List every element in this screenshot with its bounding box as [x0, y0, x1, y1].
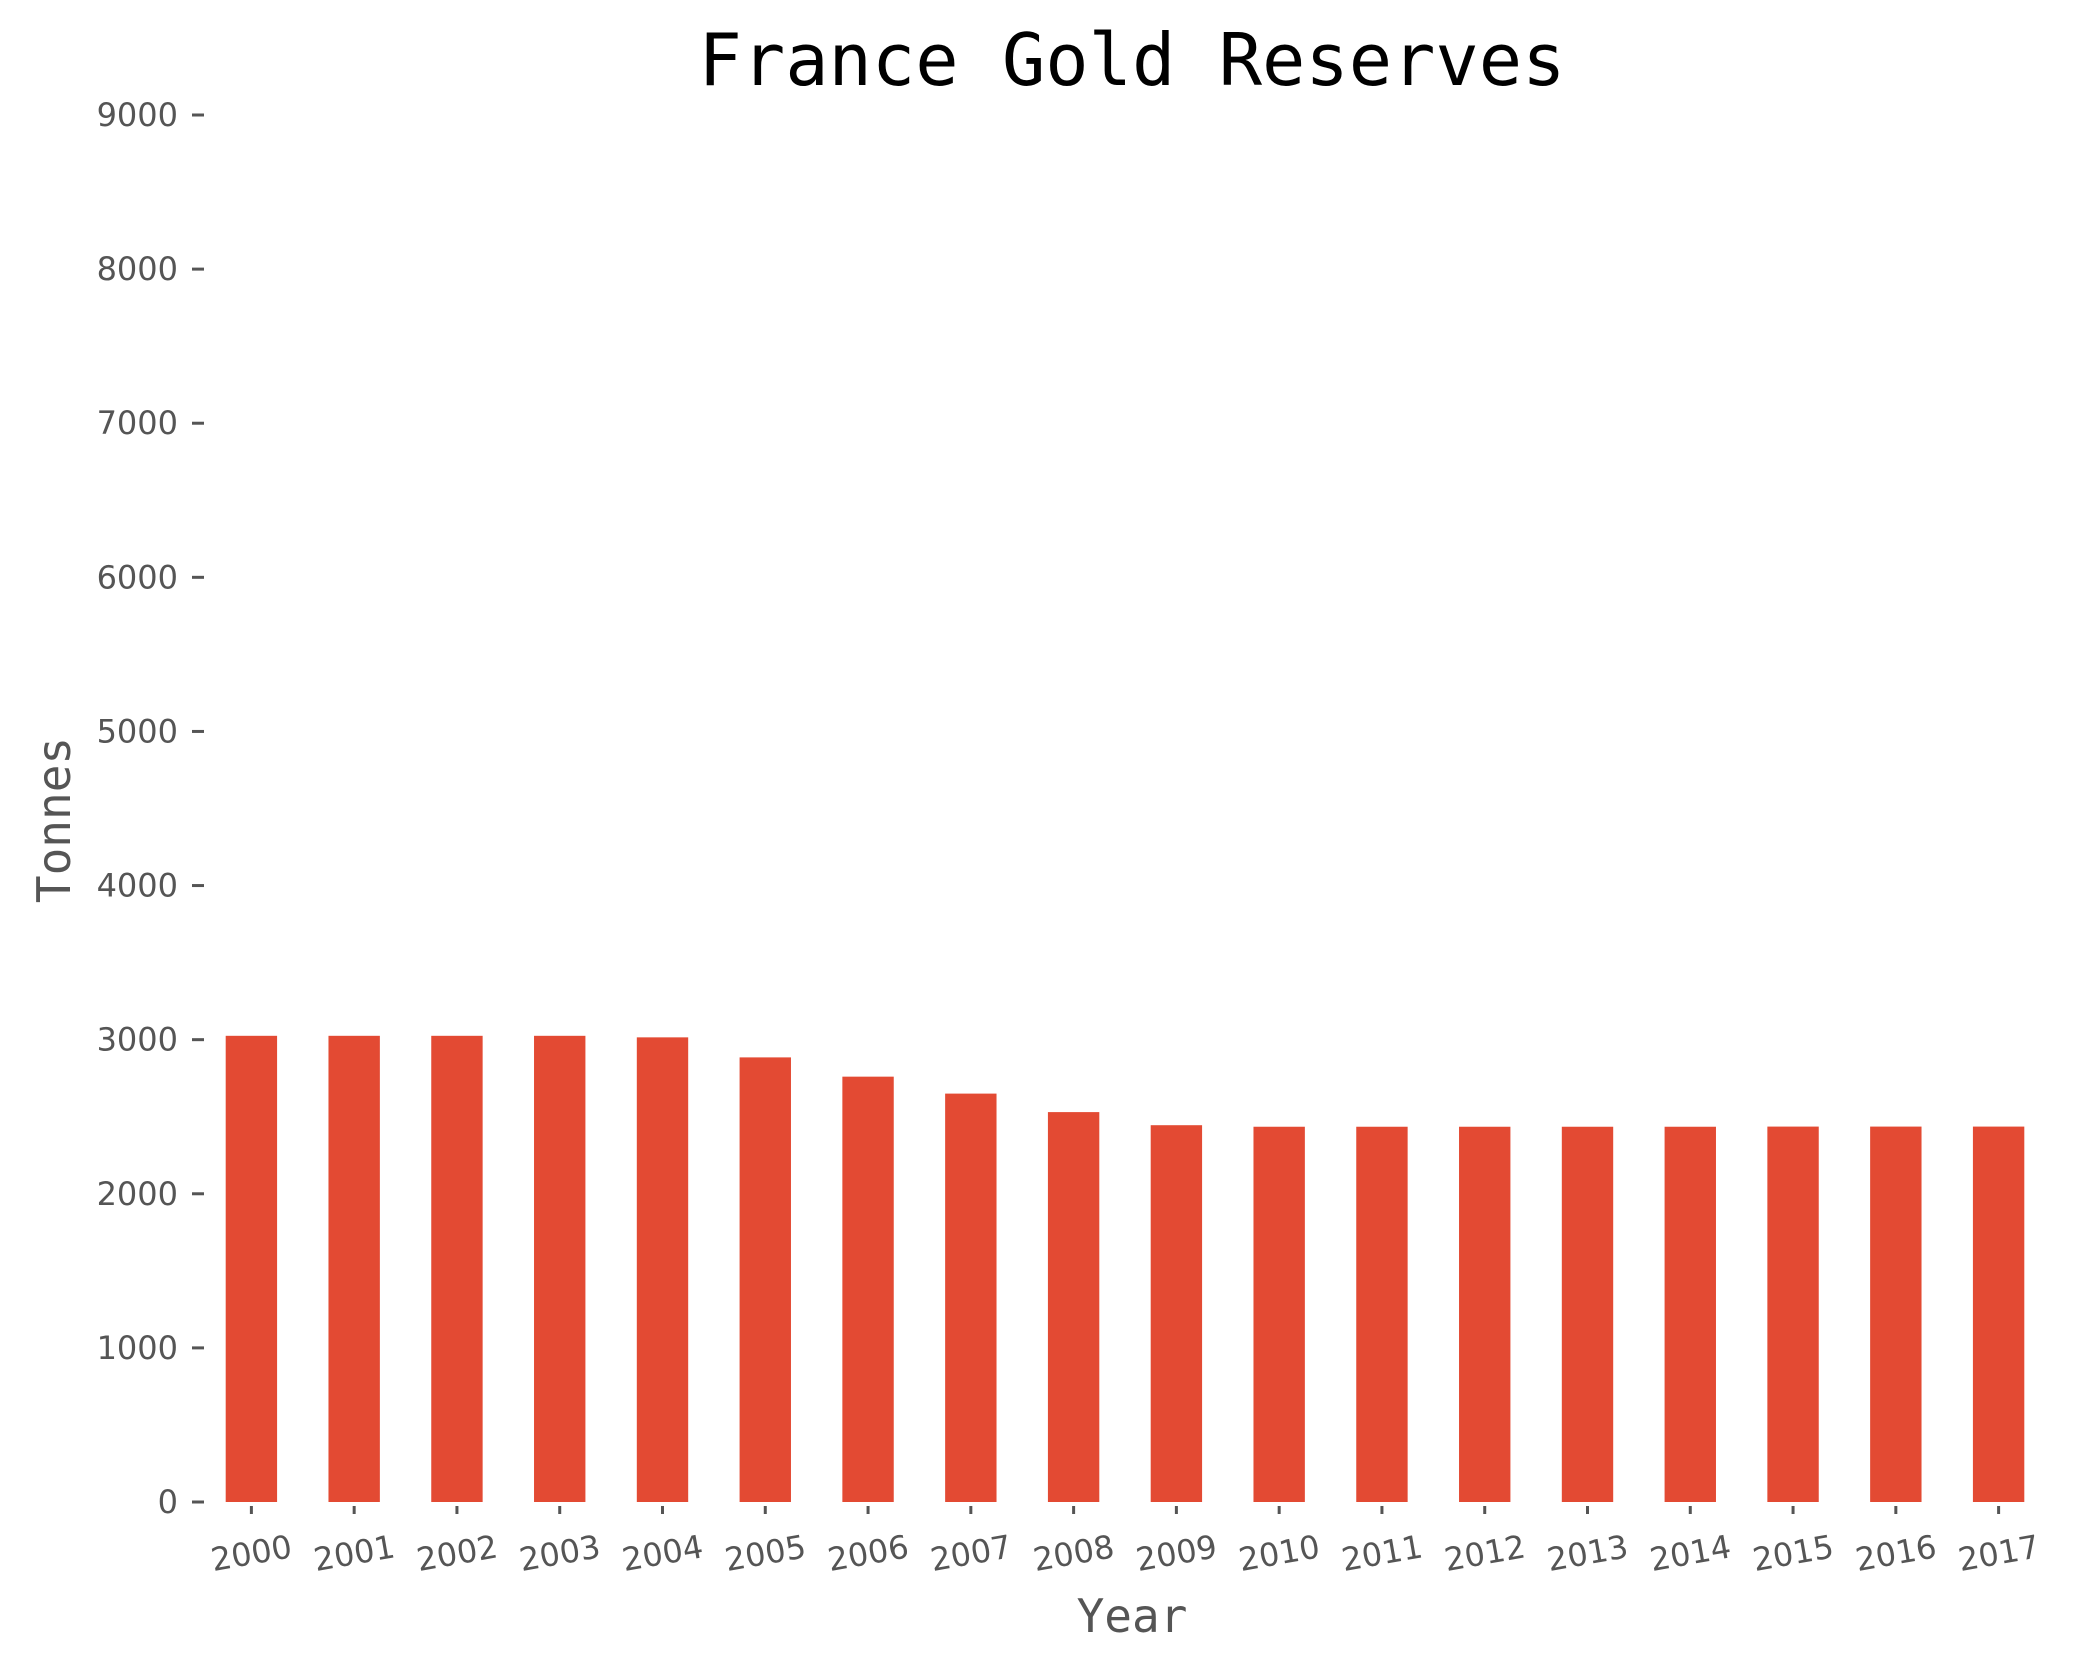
x-tick-label: 2001 — [311, 1527, 398, 1579]
bar-2014 — [1664, 1126, 1716, 1502]
bar-2009 — [1150, 1125, 1203, 1502]
y-axis: 0 1000 2000 3000 4000 5000 6000 7000 8000 9000 — [97, 96, 204, 1521]
x-tick-label: 2012 — [1441, 1527, 1528, 1579]
bar-2015 — [1767, 1126, 1819, 1502]
x-tick-label: 2011 — [1339, 1527, 1426, 1579]
x-tick-label: 2008 — [1030, 1527, 1117, 1579]
x-axis: 2000 2001 2002 2003 2004 2005 2006 2007 2008 2009… — [208, 1506, 2042, 1579]
y-tick-label: 1000 — [97, 1329, 178, 1367]
bar-2017 — [1972, 1126, 2025, 1502]
y-axis-label: Tonnes — [27, 737, 81, 903]
bar-2004 — [636, 1037, 689, 1502]
bar-2012 — [1459, 1126, 1511, 1502]
x-tick-label: 2002 — [414, 1527, 501, 1579]
y-tick-label: 4000 — [97, 867, 178, 905]
y-tick-label: 5000 — [97, 712, 178, 750]
bar-2005 — [739, 1057, 791, 1502]
y-tick-label: 2000 — [97, 1175, 178, 1213]
bar-2002 — [431, 1035, 483, 1502]
bar-2011 — [1356, 1126, 1408, 1502]
bar-2000 — [225, 1035, 278, 1502]
bar-2016 — [1870, 1126, 1922, 1502]
y-tick-label: 7000 — [97, 404, 178, 442]
bar-2001 — [328, 1035, 380, 1502]
chart-title: France Gold Reserves — [699, 18, 1566, 102]
x-tick-label: 2010 — [1236, 1527, 1323, 1579]
bar-2010 — [1253, 1126, 1305, 1502]
bars — [225, 1035, 2025, 1502]
x-tick-label: 2014 — [1647, 1527, 1734, 1579]
bar-2013 — [1561, 1126, 1614, 1502]
y-tick-label: 6000 — [97, 558, 178, 596]
x-tick-label: 2009 — [1133, 1527, 1220, 1579]
x-tick-label: 2000 — [208, 1527, 295, 1579]
bar-2006 — [842, 1076, 894, 1502]
bar-2007 — [945, 1093, 997, 1502]
x-tick-label: 2006 — [825, 1527, 912, 1579]
x-tick-label: 2007 — [928, 1527, 1015, 1579]
x-tick-label: 2015 — [1750, 1527, 1837, 1579]
bar-2003 — [534, 1035, 586, 1502]
x-axis-label: Year — [1077, 1589, 1188, 1643]
y-tick-label: 8000 — [97, 250, 178, 288]
x-tick-label: 2017 — [1955, 1527, 2042, 1579]
y-tick-label: 3000 — [97, 1021, 178, 1059]
x-tick-label: 2003 — [516, 1527, 603, 1579]
x-tick-label: 2005 — [722, 1527, 809, 1579]
y-tick-label: 9000 — [97, 96, 178, 134]
x-tick-label: 2004 — [619, 1527, 706, 1579]
y-tick-label: 0 — [158, 1483, 178, 1521]
bar-2008 — [1047, 1112, 1100, 1502]
x-tick-label: 2016 — [1853, 1527, 1940, 1579]
x-tick-label: 2013 — [1544, 1527, 1631, 1579]
